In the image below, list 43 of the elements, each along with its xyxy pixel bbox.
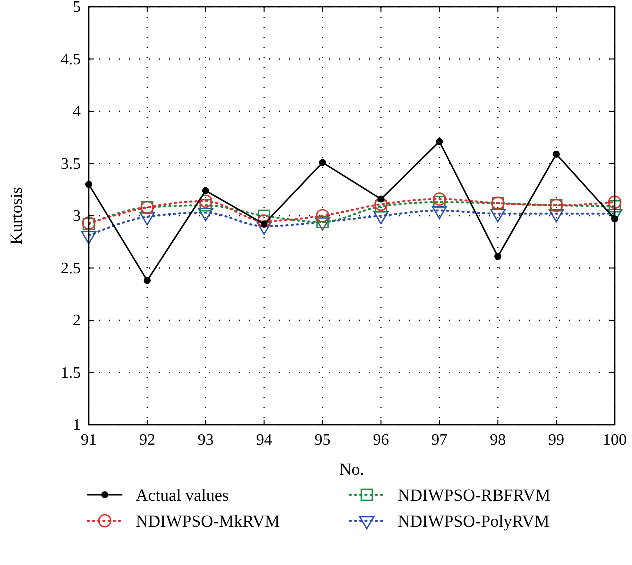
point xyxy=(378,196,385,203)
y-tick-label: 2 xyxy=(73,312,81,330)
y-tick-label: 1 xyxy=(73,417,81,434)
point xyxy=(434,196,446,209)
x-tick-label: 98 xyxy=(490,432,506,449)
point xyxy=(199,194,213,208)
x-tick-label: 94 xyxy=(256,432,272,449)
point xyxy=(375,200,388,213)
point xyxy=(258,210,270,222)
point xyxy=(319,159,326,166)
x-axis-title: No. xyxy=(339,460,365,479)
x-tick-label: 97 xyxy=(432,432,448,449)
legend-label: NDIWPSO-RBFRVM xyxy=(398,486,551,505)
x-tick-label: 100 xyxy=(603,432,627,449)
point xyxy=(433,192,446,206)
x-tick-label: 95 xyxy=(314,432,331,449)
y-tick-label: 1.5 xyxy=(61,364,81,382)
point xyxy=(202,187,210,194)
point xyxy=(608,200,622,213)
point xyxy=(553,150,560,158)
y-tick-label: 3 xyxy=(73,208,81,225)
point xyxy=(608,196,622,210)
y-tick-label: 3.5 xyxy=(61,156,81,173)
y-tick-label: 5 xyxy=(73,0,81,16)
x-tick-label: 92 xyxy=(139,432,156,449)
point xyxy=(144,277,151,284)
point xyxy=(200,199,212,212)
y-tick-label: 2.5 xyxy=(61,260,81,278)
x-tick-label: 99 xyxy=(548,432,565,449)
point xyxy=(436,138,444,146)
legend-label: Actual values xyxy=(136,486,229,505)
x-tick-label: 91 xyxy=(81,432,97,449)
legend-label: NDIWPSO-MkRVM xyxy=(136,512,280,531)
point xyxy=(494,253,502,260)
y-axis-title: Kurtosis xyxy=(7,187,26,245)
y-tick-label: 4 xyxy=(73,104,81,120)
legend-label: NDIWPSO-PolyRVM xyxy=(398,512,550,531)
point xyxy=(316,209,330,223)
x-tick-label: 93 xyxy=(198,432,214,449)
x-tick-label: 96 xyxy=(373,432,390,449)
y-tick-label: 4.5 xyxy=(61,51,81,68)
point xyxy=(258,214,271,228)
point xyxy=(374,198,388,212)
